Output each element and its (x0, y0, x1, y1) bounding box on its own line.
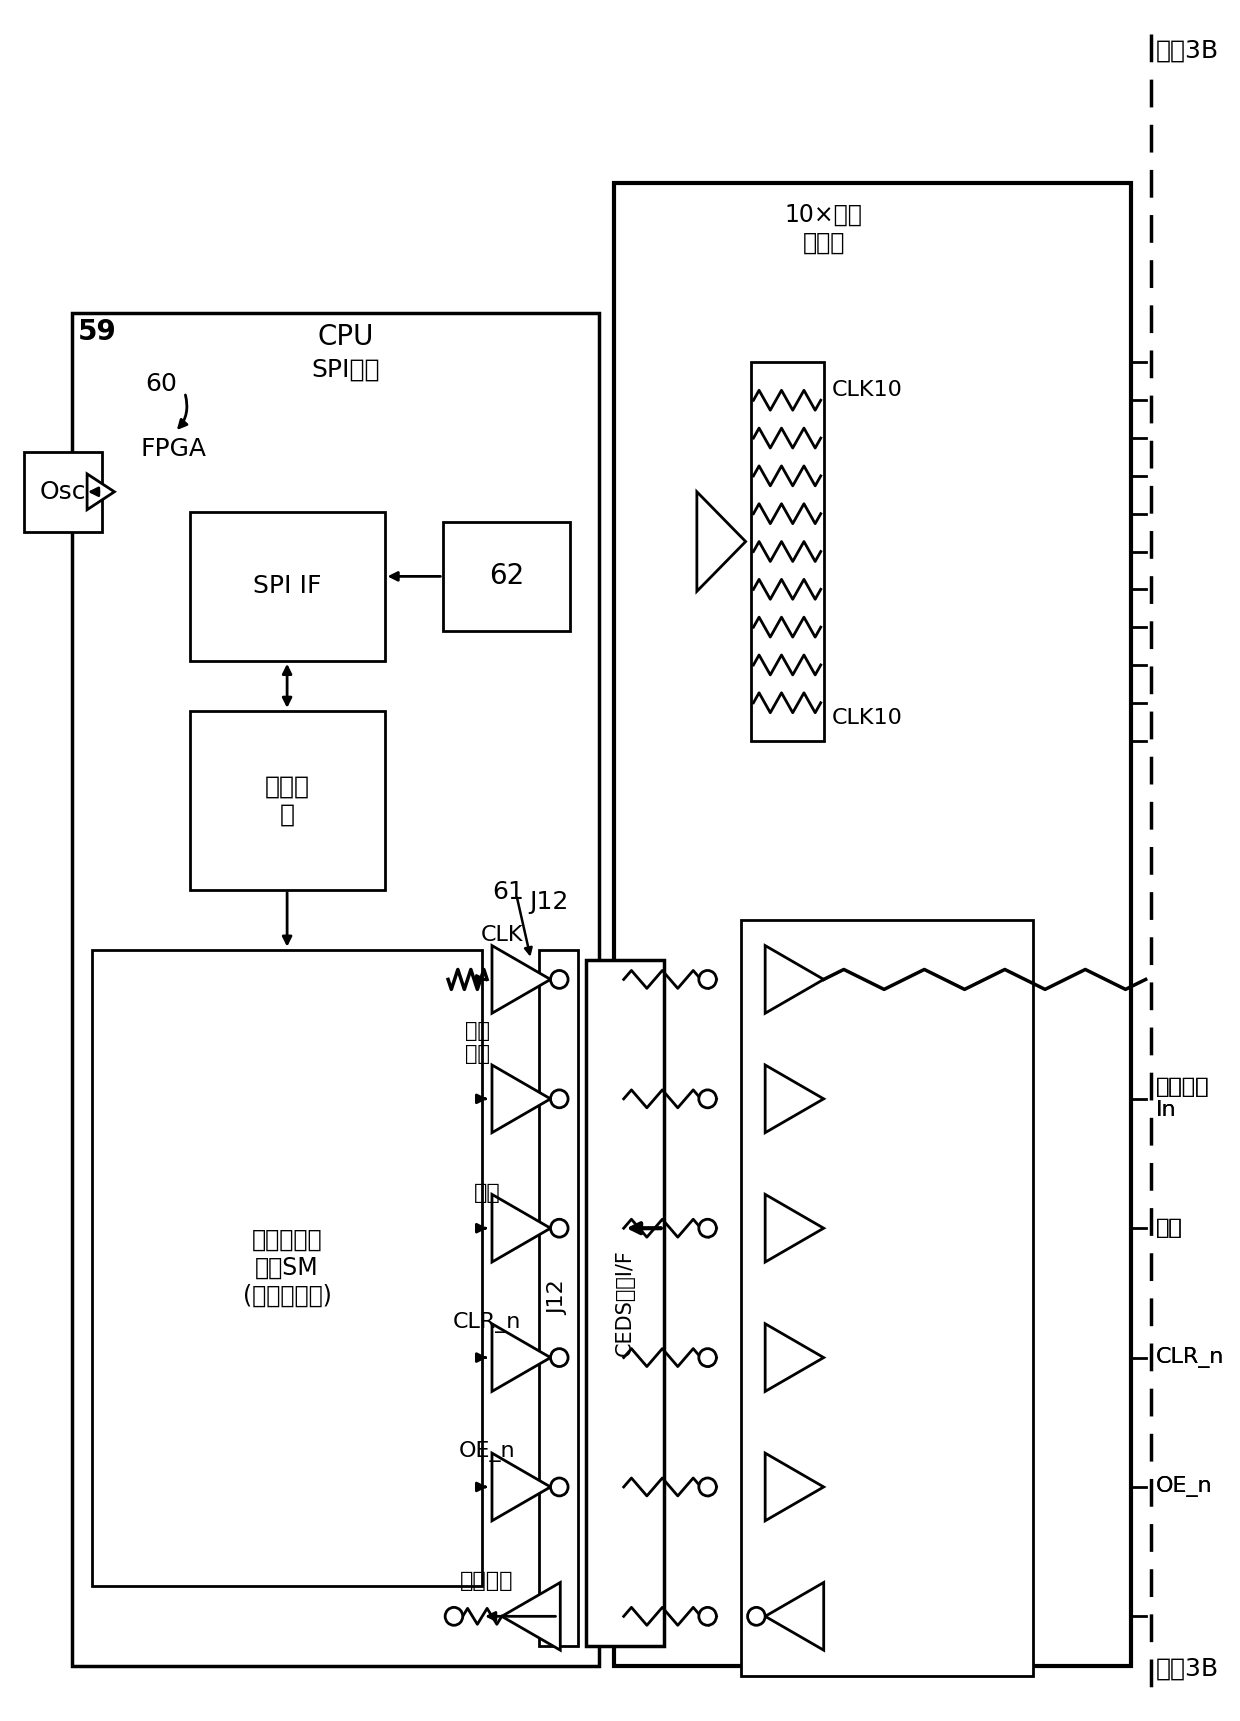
Circle shape (699, 1089, 717, 1108)
Bar (190, 511, 384, 661)
Text: OE_n: OE_n (1156, 1477, 1211, 1497)
Polygon shape (765, 1065, 823, 1132)
Polygon shape (492, 1065, 551, 1132)
Polygon shape (765, 1583, 823, 1650)
Bar (190, 711, 384, 890)
Text: J12: J12 (529, 890, 568, 914)
Text: CEDS串行I/F: CEDS串行I/F (615, 1249, 635, 1356)
Text: SPI IF: SPI IF (253, 575, 321, 599)
Bar (539, 950, 578, 1647)
Polygon shape (502, 1583, 560, 1650)
Polygon shape (765, 1194, 823, 1261)
Bar (614, 184, 1131, 1666)
Text: Osc: Osc (40, 480, 86, 504)
Circle shape (551, 1218, 568, 1237)
Polygon shape (765, 945, 823, 1014)
Polygon shape (765, 1323, 823, 1391)
Circle shape (699, 1218, 717, 1237)
Text: 锁存: 锁存 (1156, 1218, 1182, 1237)
Text: 61: 61 (492, 879, 523, 904)
Polygon shape (492, 945, 551, 1014)
Text: 60: 60 (145, 372, 177, 396)
Circle shape (551, 1089, 568, 1108)
Text: CLK10: CLK10 (832, 380, 903, 401)
Bar (750, 363, 823, 740)
Text: J12: J12 (548, 1280, 568, 1315)
Text: 62: 62 (489, 563, 525, 590)
Circle shape (445, 1607, 463, 1625)
Text: CLR_n: CLR_n (1156, 1348, 1224, 1368)
Text: 锁存: 锁存 (1156, 1218, 1182, 1237)
Text: 59: 59 (77, 318, 117, 346)
Circle shape (551, 971, 568, 988)
Text: OE_n: OE_n (1156, 1477, 1211, 1497)
Polygon shape (492, 1453, 551, 1521)
Text: CPU: CPU (317, 322, 373, 351)
Text: FPGA: FPGA (141, 437, 207, 461)
Text: CLK10: CLK10 (832, 707, 903, 728)
Bar (72, 313, 599, 1666)
Polygon shape (87, 473, 114, 509)
Circle shape (551, 1478, 568, 1496)
Bar (585, 960, 663, 1647)
Text: SPI总线: SPI总线 (311, 358, 379, 382)
Text: CLR_n: CLR_n (453, 1311, 521, 1332)
Text: 移位寄存器
逻辑SM
(写入和回读): 移位寄存器 逻辑SM (写入和回读) (243, 1229, 331, 1308)
Text: 寄存器
池: 寄存器 池 (264, 774, 310, 826)
Bar (24, 453, 102, 532)
Text: 到图3B: 到图3B (1156, 40, 1219, 64)
Text: 数据回读: 数据回读 (460, 1571, 513, 1592)
Circle shape (748, 1607, 765, 1625)
Text: 10×时钟
缓冲器: 10×时钟 缓冲器 (785, 203, 863, 255)
Text: CLR_n: CLR_n (1156, 1348, 1224, 1368)
Polygon shape (492, 1323, 551, 1391)
Text: 数据输入
In: 数据输入 In (1156, 1077, 1209, 1120)
Polygon shape (697, 492, 745, 592)
Bar (443, 521, 570, 632)
Circle shape (699, 971, 717, 988)
Bar (92, 950, 482, 1587)
Text: OE_n: OE_n (459, 1440, 516, 1463)
Text: CLK: CLK (480, 924, 523, 945)
Text: 锁存: 锁存 (474, 1184, 501, 1203)
Polygon shape (765, 1453, 823, 1521)
Text: 数据输入
In: 数据输入 In (1156, 1077, 1209, 1120)
Bar (740, 919, 1033, 1676)
Circle shape (699, 1349, 717, 1366)
Polygon shape (492, 1194, 551, 1261)
Text: 数据
写入: 数据 写入 (465, 1021, 490, 1064)
Circle shape (551, 1349, 568, 1366)
Circle shape (699, 1478, 717, 1496)
Text: 到图3B: 到图3B (1156, 1657, 1219, 1681)
Circle shape (699, 1607, 717, 1625)
